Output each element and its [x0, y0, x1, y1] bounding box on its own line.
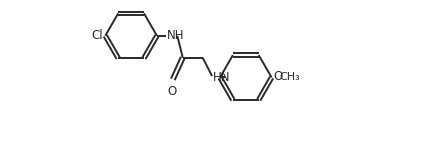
Text: O: O — [167, 85, 177, 98]
Text: HN: HN — [212, 71, 230, 84]
Text: O: O — [273, 70, 283, 84]
Text: Cl: Cl — [91, 29, 103, 42]
Text: NH: NH — [167, 29, 184, 42]
Text: CH₃: CH₃ — [279, 72, 300, 82]
